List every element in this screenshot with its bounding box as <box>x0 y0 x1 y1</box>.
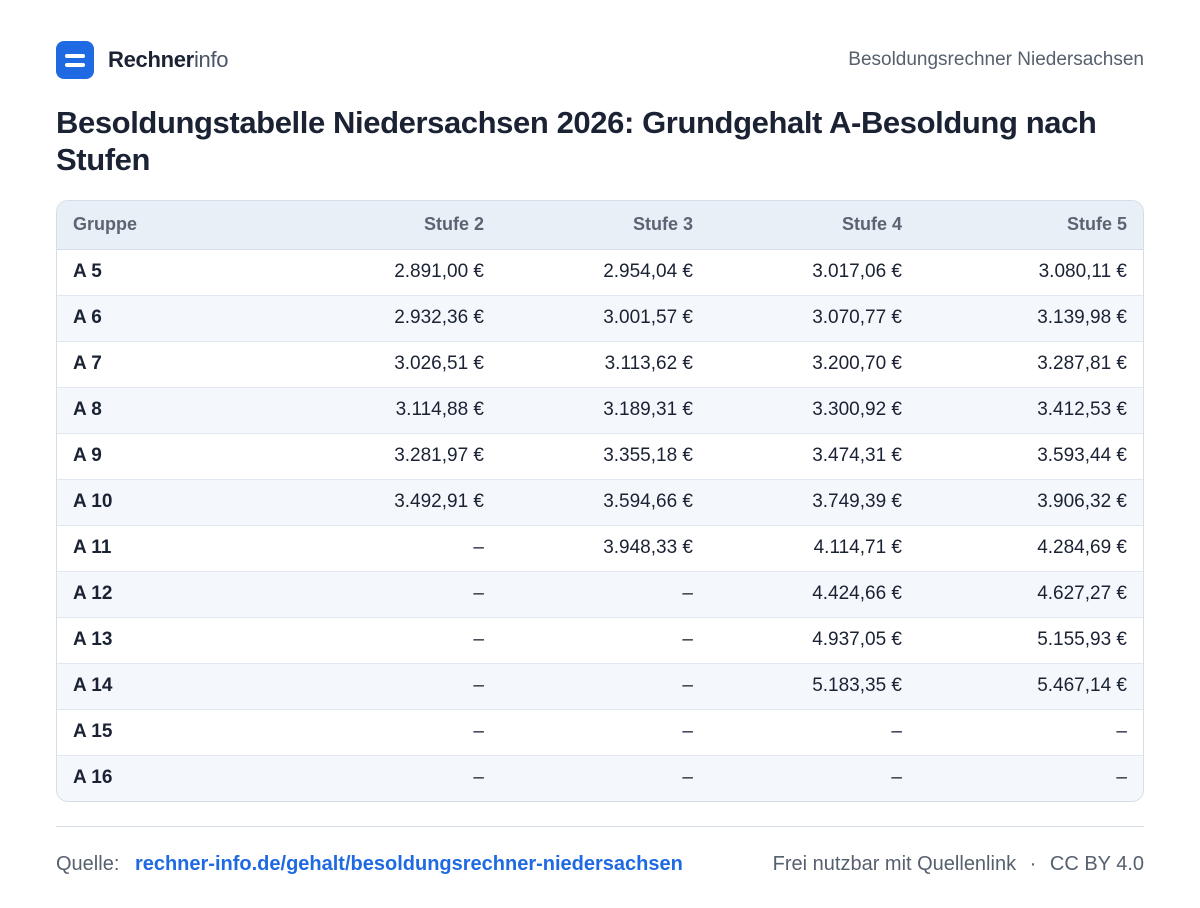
equals-icon <box>56 41 94 79</box>
salary-table: Gruppe Stufe 2 Stufe 3 Stufe 4 Stufe 5 A 5 2.… <box>57 201 1143 801</box>
salary-cell: – <box>500 754 709 801</box>
salary-cell: – <box>291 616 500 663</box>
brand-name-bold: Rechner <box>108 47 194 72</box>
column-header-stufe: Stufe 2 <box>291 201 500 250</box>
salary-cell: 3.594,66 € <box>500 478 709 525</box>
salary-cell: 3.200,70 € <box>709 340 918 387</box>
group-cell: A 9 <box>57 432 291 479</box>
separator: · <box>1029 852 1037 875</box>
source-link[interactable]: rechner-info.de/gehalt/besoldungsrechner… <box>134 852 683 875</box>
salary-cell: 3.113,62 € <box>500 340 709 387</box>
salary-cell: 3.189,31 € <box>500 386 709 433</box>
group-cell: A 7 <box>57 340 291 387</box>
salary-cell: 4.424,66 € <box>709 570 918 617</box>
table-row: A 5 2.891,00 € 2.954,04 € 3.017,06 € 3.080,1… <box>57 249 1143 295</box>
table-row: A 6 2.932,36 €3.001,57 €3.070,77 €3.139,9… <box>57 294 1143 341</box>
group-cell: A 13 <box>57 616 291 663</box>
salary-cell: – <box>709 708 918 755</box>
salary-cell: 3.114,88 € <box>291 386 500 433</box>
salary-cell: 3.412,53 € <box>918 386 1143 433</box>
group-cell: A 12 <box>57 570 291 617</box>
column-header-stufe: Stufe 5 <box>918 201 1143 250</box>
table-row: A 10 3.492,91 €3.594,66 €3.749,39 €3.906,… <box>57 478 1143 525</box>
table-row: A 14– –5.183,35 €5.467,14 € <box>57 662 1143 709</box>
group-cell: A 6 <box>57 294 291 341</box>
salary-cell: – <box>291 662 500 709</box>
page-title: Besoldungstabelle Niedersachsen 2026: Gr… <box>56 105 1097 177</box>
table-row: A 7 3.026,51 €3.113,62 €3.200,70 €3.287,8… <box>57 340 1143 387</box>
salary-cell: – <box>500 708 709 755</box>
group-cell: A 16 <box>57 754 291 801</box>
salary-cell: 5.467,14 € <box>918 662 1143 709</box>
salary-table-card: Gruppe Stufe 2 Stufe 3 Stufe 4 Stufe 5 A 5 2.… <box>56 200 1144 802</box>
salary-cell: 3.593,44 € <box>918 432 1143 479</box>
salary-cell: 5.183,35 € <box>709 662 918 709</box>
salary-cell: 3.906,32 € <box>918 478 1143 525</box>
salary-cell: – <box>500 662 709 709</box>
column-header-stufe: Stufe 3 <box>500 201 709 250</box>
salary-cell: 4.627,27 € <box>918 570 1143 617</box>
license-info: Frei nutzbar mit Quellenlink · CC BY 4.0 <box>773 853 1144 876</box>
salary-cell: – <box>918 708 1143 755</box>
salary-cell: 3.300,92 € <box>709 386 918 433</box>
salary-cell: 3.749,39 € <box>709 478 918 525</box>
table-row: A 12– –4.424,66 €4.627,27 € <box>57 570 1143 617</box>
column-header-stufe: Stufe 4 <box>709 201 918 250</box>
salary-cell: 3.070,77 € <box>709 294 918 341</box>
salary-cell: 3.948,33 € <box>500 524 709 571</box>
table-row: A 16– – – – <box>57 754 1143 801</box>
footer-divider <box>56 826 1144 827</box>
table-row: A 11–3.948,33 €4.114,71 €4.284,69 € <box>57 524 1143 571</box>
salary-cell: 2.891,00 € <box>394 261 484 282</box>
salary-cell: 4.114,71 € <box>709 524 918 571</box>
column-header-group: Gruppe <box>57 201 291 250</box>
salary-cell: 3.080,11 € <box>1038 261 1127 282</box>
salary-cell: – <box>291 570 500 617</box>
table-row: A 8 3.114,88 €3.189,31 €3.300,92 €3.412,5… <box>57 386 1143 433</box>
brand-name-light: info <box>193 47 229 72</box>
table-row: A 9 3.281,97 €3.355,18 €3.474,31 €3.593,4… <box>57 432 1143 479</box>
source: Quelle: rechner-info.de/gehalt/besoldung… <box>56 853 683 876</box>
salary-cell: 2.932,36 € <box>291 294 500 341</box>
salary-cell: – <box>291 524 500 571</box>
salary-cell: – <box>291 708 500 755</box>
salary-cell: 2.954,04 € <box>603 261 693 282</box>
salary-cell: 3.492,91 € <box>291 478 500 525</box>
salary-cell: – <box>500 616 709 663</box>
salary-cell: 4.937,05 € <box>709 616 918 663</box>
source-label: Quelle: <box>56 852 120 875</box>
brand-name: Rechnerinfo <box>108 47 229 73</box>
page-header: Rechnerinfo Besoldungsrechner Niedersach… <box>56 40 1144 80</box>
salary-cell: 3.017,06 € <box>812 261 902 282</box>
salary-cell: 3.474,31 € <box>709 432 918 479</box>
table-row: A 15– – – – <box>57 708 1143 755</box>
page-footer: Quelle: rechner-info.de/gehalt/besoldung… <box>56 848 1144 880</box>
brand[interactable]: Rechnerinfo <box>56 41 229 79</box>
header-context: Besoldungsrechner Niedersachsen <box>848 49 1144 70</box>
group-cell: A 8 <box>57 386 291 433</box>
table-row: A 13– –4.937,05 €5.155,93 € <box>57 616 1143 663</box>
salary-cell: 3.026,51 € <box>291 340 500 387</box>
salary-cell: 3.355,18 € <box>500 432 709 479</box>
table-body: A 5 2.891,00 € 2.954,04 € 3.017,06 € 3.080,1… <box>57 249 1143 801</box>
license-name: CC BY 4.0 <box>1049 852 1144 875</box>
salary-cell: – <box>709 754 918 801</box>
salary-cell: – <box>918 754 1143 801</box>
group-cell: A 14 <box>57 662 291 709</box>
salary-cell: 5.155,93 € <box>918 616 1143 663</box>
usage-note: Frei nutzbar mit Quellenlink <box>772 852 1017 875</box>
group-cell: A 10 <box>57 478 291 525</box>
group-cell: A 15 <box>57 708 291 755</box>
salary-cell: 4.284,69 € <box>918 524 1143 571</box>
salary-cell: 3.287,81 € <box>918 340 1143 387</box>
group-cell: A 5 <box>73 261 102 282</box>
salary-cell: 3.001,57 € <box>500 294 709 341</box>
table-header-row: Gruppe Stufe 2 Stufe 3 Stufe 4 Stufe 5 <box>57 201 1143 250</box>
salary-cell: – <box>500 570 709 617</box>
salary-cell: 3.139,98 € <box>918 294 1143 341</box>
salary-cell: 3.281,97 € <box>291 432 500 479</box>
group-cell: A 11 <box>57 524 291 571</box>
salary-cell: – <box>291 754 500 801</box>
